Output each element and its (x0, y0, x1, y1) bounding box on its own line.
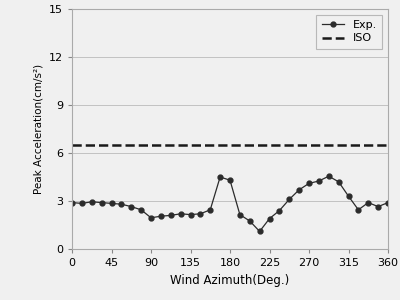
ISO (70, 143, 74, 147)
Exp. (336, 180, 341, 184)
Exp. (109, 202, 114, 205)
Exp. (376, 205, 380, 208)
Exp. (386, 201, 390, 204)
Exp. (99, 201, 104, 204)
Exp. (178, 212, 183, 216)
Exp. (306, 182, 311, 185)
Exp. (149, 216, 154, 220)
X-axis label: Wind Azimuth(Deg.): Wind Azimuth(Deg.) (170, 274, 290, 286)
Exp. (247, 219, 252, 223)
Exp. (356, 208, 361, 211)
Exp. (287, 198, 292, 201)
Exp. (238, 213, 242, 216)
Line: Exp.: Exp. (70, 174, 390, 234)
Exp. (139, 208, 144, 211)
Exp. (89, 200, 94, 204)
Exp. (129, 205, 134, 208)
Exp. (80, 202, 84, 205)
Exp. (208, 208, 213, 211)
Exp. (257, 230, 262, 233)
Exp. (198, 212, 203, 216)
Exp. (168, 214, 173, 217)
Exp. (326, 174, 331, 178)
Exp. (277, 209, 282, 212)
Exp. (228, 178, 232, 182)
Exp. (218, 175, 222, 179)
Exp. (188, 213, 193, 216)
Exp. (346, 194, 351, 198)
Exp. (158, 214, 163, 218)
Exp. (119, 202, 124, 206)
Exp. (267, 217, 272, 220)
Y-axis label: Peak Acceleration(cm/s²): Peak Acceleration(cm/s²) (33, 64, 43, 194)
Exp. (70, 201, 74, 204)
Legend: Exp., ISO: Exp., ISO (316, 15, 382, 49)
ISO (70, 143, 75, 147)
Exp. (366, 201, 371, 204)
Exp. (316, 179, 321, 183)
Exp. (297, 188, 302, 192)
